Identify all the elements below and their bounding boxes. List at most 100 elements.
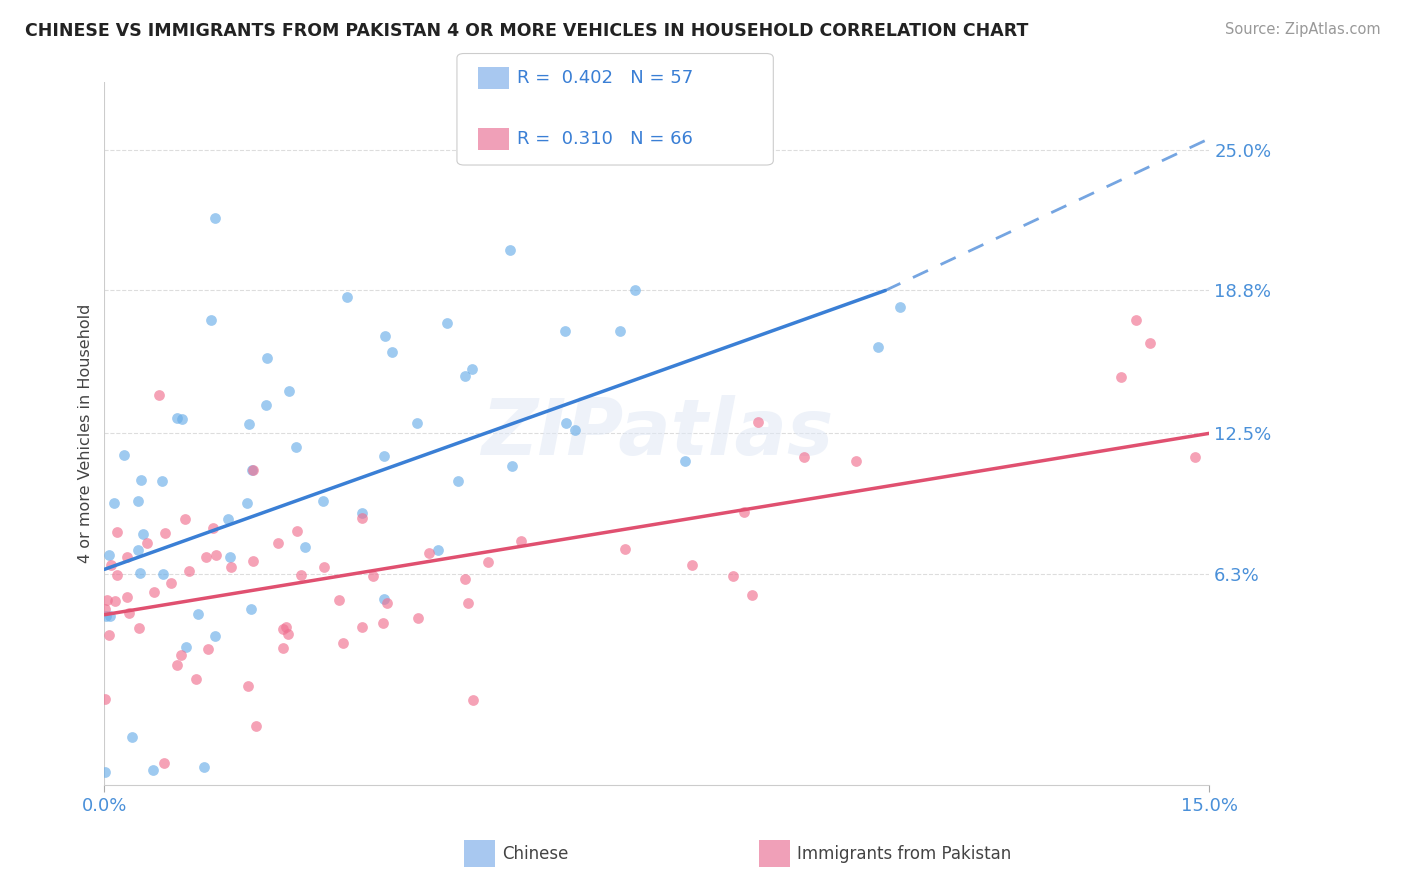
Point [127,494,149,508]
Point [609,324,631,338]
Point [238,417,260,432]
Text: R =  0.402   N = 57: R = 0.402 N = 57 [517,70,693,87]
Point [461,693,484,707]
Point [174,512,197,526]
Text: Immigrants from Pakistan: Immigrants from Pakistan [797,845,1011,863]
Point [242,462,264,476]
Point [94,602,117,616]
Point [200,313,222,327]
Point [115,590,138,604]
Point [374,329,396,343]
Point [174,640,197,655]
Point [284,440,307,454]
Point [332,636,354,650]
Point [153,526,176,541]
Point [371,615,394,630]
Point [136,535,159,549]
Point [623,283,645,297]
Point [373,592,395,607]
Text: CHINESE VS IMMIGRANTS FROM PAKISTAN 4 OR MORE VEHICLES IN HOUSEHOLD CORRELATION : CHINESE VS IMMIGRANTS FROM PAKISTAN 4 OR… [25,22,1029,40]
Point [118,606,141,620]
Point [454,368,477,383]
Point [107,524,129,539]
Point [312,494,335,508]
Point [201,521,224,535]
Point [278,384,301,399]
Point [290,567,312,582]
Point [187,607,209,621]
Point [256,398,278,412]
Point [361,569,384,583]
Point [96,592,118,607]
Point [1184,450,1206,465]
Point [457,596,479,610]
Point [274,619,297,633]
Point [675,454,697,468]
Point [373,449,395,463]
Point [131,473,153,487]
Point [741,588,763,602]
Point [221,560,243,574]
Point [328,592,350,607]
Point [350,511,373,525]
Point [256,351,278,365]
Point [418,546,440,560]
Point [294,540,316,554]
Point [105,567,128,582]
Point [381,344,404,359]
Point [104,594,127,608]
Point [197,642,219,657]
Point [271,623,294,637]
Point [1109,370,1132,384]
Point [166,411,188,425]
Text: ZIPatlas: ZIPatlas [481,395,832,471]
Point [614,541,637,556]
Point [554,324,576,338]
Point [406,417,429,431]
Point [152,567,174,582]
Point [889,300,911,314]
Point [461,362,484,376]
Point [277,627,299,641]
Point [352,620,374,634]
Point [240,463,263,477]
Point [112,448,135,462]
Text: Chinese: Chinese [502,845,568,863]
Point [240,601,263,615]
Point [267,535,290,549]
Point [153,756,176,770]
Point [721,568,744,582]
Point [564,423,586,437]
Point [845,453,868,467]
Point [194,550,217,565]
Point [336,290,359,304]
Point [510,534,533,549]
Point [170,412,193,426]
Point [160,576,183,591]
Point [98,548,121,562]
Point [94,764,117,779]
Point [98,608,121,623]
Point [436,316,458,330]
Text: Source: ZipAtlas.com: Source: ZipAtlas.com [1225,22,1381,37]
Point [314,560,336,574]
Point [193,760,215,774]
Point [427,542,450,557]
Point [204,629,226,643]
Point [555,416,578,430]
Point [287,524,309,538]
Point [501,458,523,473]
Point [454,573,477,587]
Text: R =  0.310   N = 66: R = 0.310 N = 66 [517,130,693,148]
Point [127,543,149,558]
Point [1139,335,1161,350]
Point [204,211,226,225]
Point [271,640,294,655]
Point [100,558,122,572]
Point [236,679,259,693]
Point [93,692,115,706]
Point [242,554,264,568]
Point [166,657,188,672]
Point [681,558,703,572]
Point [498,244,520,258]
